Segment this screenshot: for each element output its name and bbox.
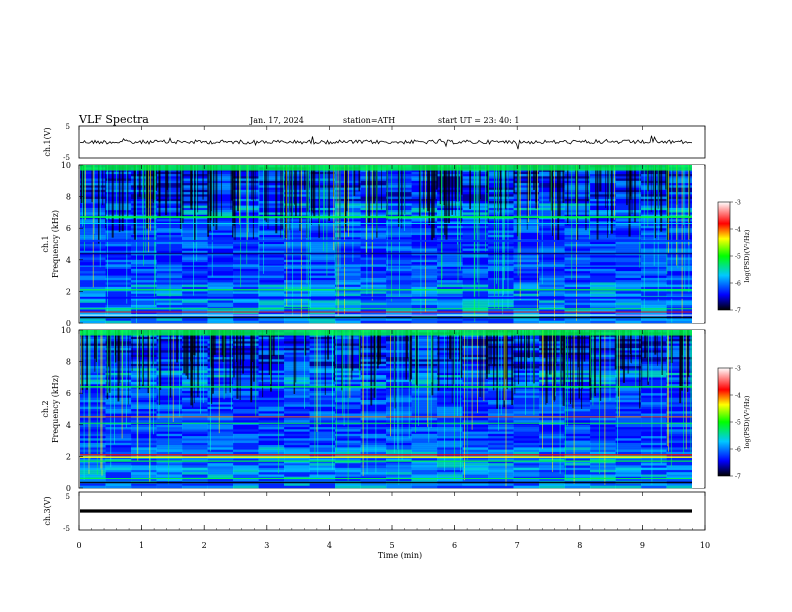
time-tick-label: 1 bbox=[139, 541, 144, 550]
time-tick-label: 10 bbox=[700, 541, 710, 550]
frequency-tick-label: 2 bbox=[66, 452, 71, 461]
time-tick-label: 2 bbox=[202, 541, 207, 550]
ch2-colorbar-label: log(PSD)(V²/Hz) bbox=[743, 395, 751, 448]
ch1-frequency-ticks: 0 2 4 6 8 10 bbox=[61, 161, 83, 328]
time-tick-label: 6 bbox=[452, 541, 457, 550]
colorbar-tick-label: -7 bbox=[735, 308, 741, 315]
time-tick-label: 5 bbox=[389, 541, 394, 550]
station-label: station=ATH bbox=[343, 116, 395, 125]
ch1-colorbar-label: log(PSD)(V²/Hz) bbox=[743, 229, 751, 282]
ch3-waveform-panel: 5 -5 ch.3(V) bbox=[43, 491, 706, 533]
time-tick-label: 9 bbox=[640, 541, 645, 550]
colorbar-tick-label: -4 bbox=[735, 393, 741, 400]
frequency-tick-label: 6 bbox=[66, 224, 71, 233]
start-time-label: start UT = 23: 40: 1 bbox=[438, 116, 519, 125]
ch1-channel-label: ch.1 bbox=[41, 235, 50, 252]
ch1-frequency-ylabel: Frequency (kHz) bbox=[51, 210, 60, 278]
colorbar-tick-label: -4 bbox=[735, 227, 741, 234]
colorbar-tick-label: -5 bbox=[735, 420, 741, 427]
ch2-frequency-ylabel: Frequency (kHz) bbox=[51, 375, 60, 443]
frequency-tick-label: 10 bbox=[61, 161, 71, 170]
frequency-tick-label: 4 bbox=[66, 256, 71, 265]
ch1-waveform-trace bbox=[79, 135, 693, 150]
ch2-frequency-ticks: 0 2 4 6 8 10 bbox=[61, 326, 83, 493]
frequency-tick-label: 10 bbox=[61, 326, 71, 335]
time-axis-ticks: 0 1 2 3 4 5 6 7 8 9 10 bbox=[76, 126, 710, 550]
colorbar-tick-label: -3 bbox=[735, 366, 741, 373]
ch1-spectrogram-panel: 0 2 4 6 8 10 ch.1 Frequency (kHz) bbox=[41, 161, 706, 328]
ch1-colorbar-ticks: -3 -4 -5 -6 -7 bbox=[730, 200, 741, 315]
time-tick-label: 8 bbox=[577, 541, 582, 550]
frequency-tick-label: 8 bbox=[66, 193, 71, 202]
ch1-colorbar: -3 -4 -5 -6 -7 log(PSD)(V²/Hz) bbox=[717, 200, 751, 315]
ch2-spectrogram-image bbox=[80, 330, 704, 489]
ch1-ytick-bottom: -5 bbox=[63, 154, 70, 162]
ch2-spectrogram-panel: 0 2 4 6 8 10 ch.2 Frequency (kHz) bbox=[41, 326, 706, 493]
colorbar-tick-label: -7 bbox=[735, 474, 741, 481]
date-label: Jan. 17, 2024 bbox=[249, 116, 304, 125]
ch2-colorbar: -3 -4 -5 -6 -7 log(PSD)(V²/Hz) bbox=[717, 366, 751, 481]
frequency-tick-label: 4 bbox=[66, 421, 71, 430]
time-axis-label: Time (min) bbox=[378, 551, 422, 560]
frequency-tick-label: 6 bbox=[66, 389, 71, 398]
time-tick-label: 7 bbox=[515, 541, 520, 550]
ch3-waveform-ylabel: ch.3(V) bbox=[43, 496, 52, 525]
time-tick-label: 4 bbox=[327, 541, 332, 550]
ch1-waveform-ylabel: ch.1(V) bbox=[43, 127, 52, 156]
ch2-channel-label: ch.2 bbox=[41, 400, 50, 417]
ch2-colorbar-bar bbox=[717, 367, 731, 477]
ch1-colorbar-bar bbox=[717, 201, 731, 311]
time-tick-label: 3 bbox=[264, 541, 269, 550]
time-tick-label: 0 bbox=[76, 541, 81, 550]
frequency-tick-label: 0 bbox=[66, 484, 71, 493]
frequency-tick-label: 0 bbox=[66, 319, 71, 328]
colorbar-tick-label: -5 bbox=[735, 254, 741, 261]
frequency-tick-label: 2 bbox=[66, 287, 71, 296]
colorbar-tick-label: -6 bbox=[735, 281, 741, 288]
ch1-waveform-panel: 5 -5 ch.1(V) bbox=[43, 123, 706, 162]
ch3-ytick-bottom: -5 bbox=[63, 525, 70, 533]
frequency-tick-label: 8 bbox=[66, 358, 71, 367]
ch2-colorbar-ticks: -3 -4 -5 -6 -7 bbox=[730, 366, 741, 481]
colorbar-tick-label: -3 bbox=[735, 200, 741, 207]
ch3-ytick-top: 5 bbox=[66, 493, 70, 501]
figure-title: VLF Spectra bbox=[78, 113, 149, 126]
colorbar-tick-label: -6 bbox=[735, 447, 741, 454]
ch1-spectrogram-image bbox=[80, 165, 704, 324]
ch1-ytick-top: 5 bbox=[66, 123, 70, 131]
